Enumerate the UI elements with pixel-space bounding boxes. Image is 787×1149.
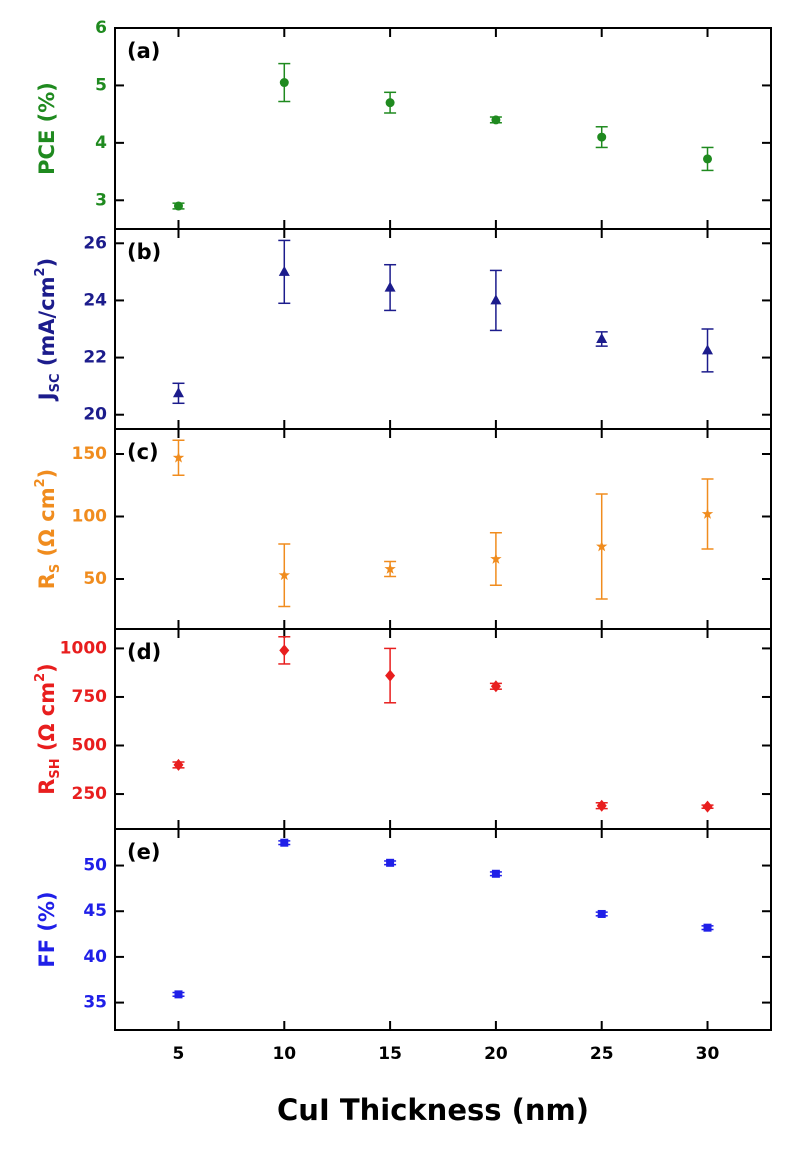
y-axis-label-part: J xyxy=(35,392,59,402)
marker xyxy=(597,132,607,142)
panel-label: (b) xyxy=(127,240,161,264)
marker xyxy=(385,98,395,108)
marker xyxy=(491,115,501,125)
y-tick-label: 45 xyxy=(83,901,107,921)
y-tick-label: 100 xyxy=(72,507,108,527)
panel-label: (c) xyxy=(127,440,159,464)
panel-label: (d) xyxy=(127,640,161,664)
marker xyxy=(596,540,608,552)
y-axis-label-part: 2 xyxy=(33,478,48,487)
marker xyxy=(703,154,713,164)
y-tick-label: 50 xyxy=(83,569,107,589)
y-axis-label-part: SH xyxy=(48,758,63,778)
y-axis-label: FF (%) xyxy=(35,891,59,967)
y-axis-label-part: SC xyxy=(48,373,63,392)
marker xyxy=(278,265,290,276)
marker xyxy=(491,869,500,878)
y-axis-label-part: FF (%) xyxy=(35,891,59,967)
marker xyxy=(279,644,290,657)
marker xyxy=(597,909,606,918)
series xyxy=(172,62,714,211)
y-tick-label: 22 xyxy=(83,348,107,368)
x-axis-label: CuI Thickness (nm) xyxy=(277,1093,589,1127)
marker xyxy=(596,799,607,812)
marker xyxy=(173,758,184,771)
y-axis-label: RS (Ω cm2) xyxy=(33,469,63,590)
plot-frame xyxy=(114,27,772,230)
marker xyxy=(490,680,501,693)
y-axis-label: RSH (Ω cm2) xyxy=(33,663,63,794)
y-axis-label-part: R xyxy=(35,779,59,795)
marker xyxy=(702,800,713,813)
y-tick-label: 500 xyxy=(72,736,108,756)
series xyxy=(172,838,714,999)
marker xyxy=(596,333,608,343)
y-tick-label: 50 xyxy=(83,856,107,876)
y-tick-label: 40 xyxy=(83,947,107,967)
panel-label: (a) xyxy=(127,39,160,63)
marker xyxy=(279,78,289,88)
y-axis-label: JSC (mA/cm2) xyxy=(33,258,63,402)
y-axis-label-part: (Ω cm xyxy=(35,682,59,758)
y-axis-label-part: 2 xyxy=(33,267,48,276)
y-axis-label-part: (Ω cm xyxy=(35,487,59,563)
plot-frame xyxy=(114,628,772,830)
marker xyxy=(173,201,183,211)
marker xyxy=(386,858,395,867)
marker xyxy=(703,923,712,932)
y-tick-label: 3 xyxy=(95,190,107,210)
y-axis-label-part: S xyxy=(48,564,63,573)
plot-frame xyxy=(114,228,772,430)
x-tick-label: 25 xyxy=(590,1044,614,1064)
y-axis-label-part: ) xyxy=(35,663,59,673)
y-tick-label: 26 xyxy=(83,233,107,253)
series xyxy=(172,439,714,608)
y-tick-label: 5 xyxy=(95,75,107,95)
plot-frame xyxy=(114,428,772,630)
y-axis-label-part: ) xyxy=(35,258,59,268)
marker xyxy=(385,669,396,682)
y-axis-label-part: (mA/cm xyxy=(35,276,59,373)
marker xyxy=(702,344,714,355)
y-axis-label: PCE (%) xyxy=(35,82,59,175)
x-tick-label: 20 xyxy=(484,1044,508,1064)
marker xyxy=(701,508,714,519)
marker xyxy=(490,553,502,564)
y-tick-label: 4 xyxy=(95,133,107,153)
marker xyxy=(384,281,396,292)
marker xyxy=(490,294,502,305)
marker xyxy=(384,563,396,574)
marker xyxy=(172,387,184,398)
y-tick-label: 250 xyxy=(72,784,108,804)
x-tick-label: 5 xyxy=(173,1044,185,1064)
x-tick-label: 30 xyxy=(696,1044,720,1064)
panel-label: (e) xyxy=(127,840,160,864)
y-axis-label-part: PCE (%) xyxy=(35,82,59,175)
y-tick-label: 35 xyxy=(83,993,107,1013)
y-tick-label: 150 xyxy=(72,444,108,464)
y-axis-label-part: ) xyxy=(35,469,59,479)
marker xyxy=(172,451,185,463)
x-tick-label: 15 xyxy=(378,1044,402,1064)
y-axis-label-part: R xyxy=(35,573,59,589)
marker xyxy=(174,990,183,999)
y-axis-label-part: 2 xyxy=(33,673,48,682)
series xyxy=(172,636,714,813)
series xyxy=(172,239,714,405)
y-tick-label: 6 xyxy=(95,18,107,38)
marker xyxy=(280,838,289,847)
y-tick-label: 1000 xyxy=(60,638,107,658)
marker xyxy=(278,569,290,581)
y-tick-label: 24 xyxy=(83,290,107,310)
y-tick-label: 750 xyxy=(72,687,108,707)
plot-frame xyxy=(114,828,772,1031)
y-tick-label: 20 xyxy=(83,405,107,425)
x-tick-label: 10 xyxy=(272,1044,296,1064)
